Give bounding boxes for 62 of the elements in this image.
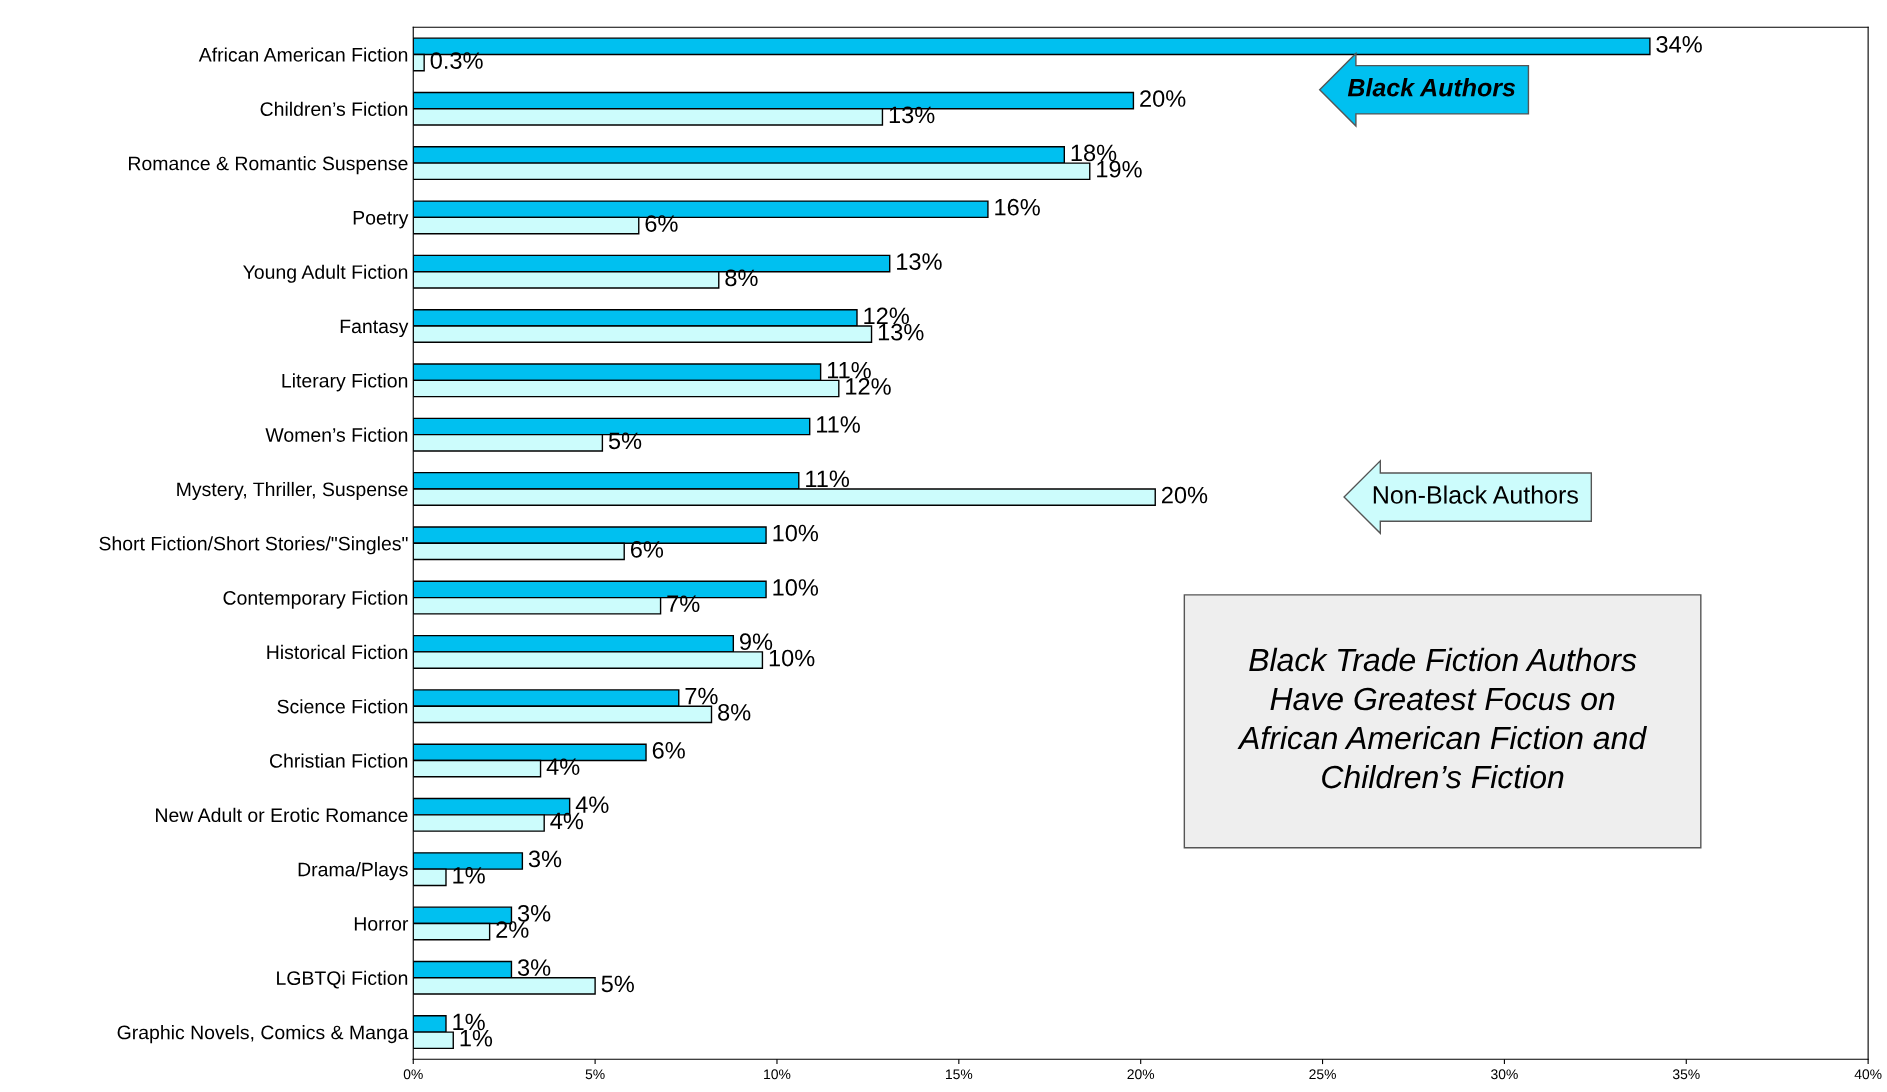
x-tick-label: 10%	[764, 1069, 791, 1080]
data-label: 20%	[1161, 486, 1208, 504]
y-tick-label: Christian Fiction	[269, 753, 408, 768]
data-label: 1%	[453, 1013, 485, 1031]
y-tick-label: Women’s Fiction	[265, 427, 408, 442]
x-tick-label: 35%	[1672, 1069, 1700, 1080]
y-tick-label: Drama/Plays	[298, 862, 408, 881]
y-tick-label: Short Fiction/Short Stories/"Singles"	[99, 536, 408, 555]
data-label: 34%	[1656, 35, 1702, 53]
x-tick-label: 20%	[1127, 1069, 1155, 1080]
y-tick-label: Contemporary Fiction	[223, 590, 408, 609]
x-tick-label: 25%	[1309, 1069, 1336, 1080]
data-label: 1%	[453, 867, 485, 884]
data-label: 3%	[528, 850, 562, 868]
y-tick-label: Horror	[354, 917, 409, 931]
y-tick-label: Poetry	[353, 211, 409, 229]
x-tick-label: 40%	[1854, 1069, 1882, 1080]
data-label: 11%	[806, 470, 850, 488]
data-label: 7%	[667, 595, 700, 612]
y-tick-label: New Adult or Erotic Romance	[156, 807, 408, 823]
data-label: 13%	[897, 253, 942, 270]
data-label: 4%	[550, 812, 584, 830]
y-tick-label: Young Adult Fiction	[243, 264, 408, 283]
data-label: 7%	[685, 687, 718, 705]
y-tick-label: Fantasy	[340, 319, 409, 338]
data-label: 13%	[878, 323, 924, 341]
x-tick-label: 0%	[403, 1069, 423, 1080]
y-tick-label: LGBTQi Fiction	[277, 970, 408, 989]
y-tick-label: Graphic Novels, Comics & Manga	[117, 1025, 409, 1044]
data-label: 1%	[460, 1029, 493, 1047]
data-label: 16%	[995, 198, 1040, 216]
x-tick-label: 5%	[585, 1069, 605, 1080]
data-label: 6%	[652, 741, 685, 759]
data-label: 5%	[601, 975, 634, 993]
data-label: 3%	[517, 959, 551, 976]
text: Non-Black Authors	[1373, 485, 1578, 504]
data-label: 12%	[846, 378, 891, 395]
data-label: 9%	[739, 633, 773, 651]
data-label: 20%	[1140, 90, 1186, 107]
x-tick-label: 30%	[1491, 1069, 1518, 1080]
data-label: 10%	[773, 579, 819, 596]
annotation: Black Trade Fiction Authors Have Greatest Focus on African American Fiction and Children’s Fiction	[1237, 647, 1648, 789]
data-label: 3%	[517, 904, 551, 922]
y-tick-label: Children’s Fiction	[260, 101, 408, 117]
x-tick-label: 15%	[945, 1069, 973, 1080]
data-label: 10%	[769, 649, 815, 667]
y-tick-label: Literary Fiction	[282, 373, 408, 392]
y-tick-label: Science Fiction	[277, 699, 408, 714]
y-tick-label: Romance & Romantic Suspense	[129, 156, 408, 175]
data-label: 11%	[817, 416, 860, 433]
data-label: 8%	[718, 703, 751, 721]
data-label: 19%	[1097, 160, 1142, 178]
data-label: 18%	[1071, 144, 1117, 162]
y-tick-label: African American Fiction	[198, 47, 408, 62]
y-tick-label: Historical Fiction	[267, 644, 408, 660]
data-label: 4%	[546, 758, 580, 775]
y-tick-label: Mystery, Thriller, Suspense	[177, 481, 408, 501]
series-label: Black Authors	[1347, 78, 1516, 97]
data-label: 12%	[864, 307, 909, 325]
data-label: 11%	[827, 361, 871, 379]
data-label: 10%	[773, 524, 819, 542]
data-label: 4%	[575, 796, 609, 813]
